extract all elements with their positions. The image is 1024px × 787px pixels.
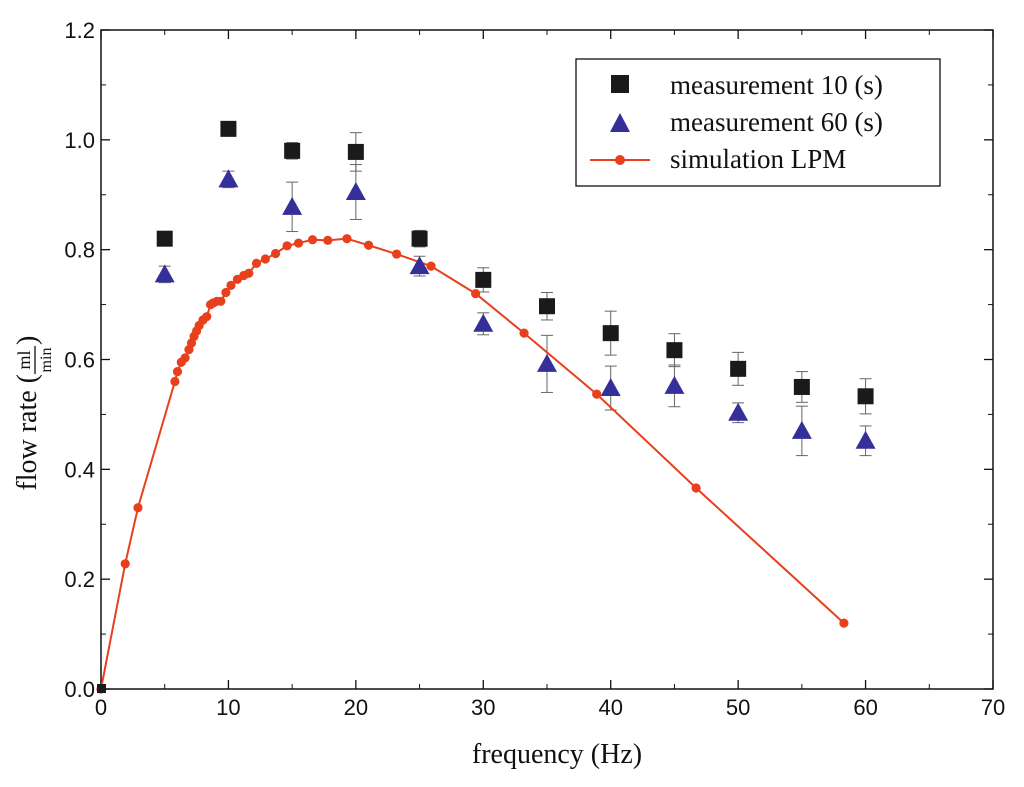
measurement-60s-point bbox=[855, 430, 876, 449]
measurement-60s-point bbox=[218, 169, 239, 188]
x-tick-label: 70 bbox=[981, 695, 1005, 720]
measurement-10s-point bbox=[475, 271, 492, 288]
y-axis-title-suffix: ) bbox=[12, 336, 43, 345]
x-tick-label: 0 bbox=[95, 695, 107, 720]
simulation-point bbox=[293, 238, 304, 248]
measurement-10s-point bbox=[284, 142, 301, 159]
measurement-60s-point bbox=[791, 420, 812, 439]
simulation-point bbox=[133, 503, 143, 513]
simulation-point bbox=[471, 289, 481, 299]
simulation-point bbox=[260, 254, 270, 264]
simulation-point bbox=[226, 280, 236, 290]
y-axis-title-prefix: flow rate ( bbox=[12, 374, 43, 491]
simulation-point bbox=[342, 234, 352, 244]
x-tick-label: 20 bbox=[344, 695, 368, 720]
x-tick-label: 50 bbox=[726, 695, 750, 720]
simulation-point bbox=[364, 240, 374, 250]
measurement-10s-point bbox=[347, 143, 364, 160]
measurement-60s-point bbox=[473, 313, 494, 332]
simulation-point bbox=[592, 389, 602, 399]
y-tick-label: 0.8 bbox=[64, 238, 95, 263]
measurement-60s-point bbox=[345, 182, 366, 201]
measurement-60s-point bbox=[537, 353, 557, 372]
x-tick-label: 60 bbox=[853, 695, 877, 720]
legend-label-measurement-60: measurement 60 (s) bbox=[670, 107, 883, 137]
simulation-point bbox=[221, 287, 231, 298]
simulation-point bbox=[839, 618, 849, 628]
measurement-10s-point bbox=[793, 378, 810, 395]
legend-square-marker bbox=[611, 75, 629, 93]
measurement-10s-point bbox=[602, 325, 619, 342]
measurement-markers bbox=[97, 120, 876, 693]
measurement-10s-point bbox=[156, 230, 173, 247]
measurement-60s-point bbox=[728, 402, 749, 421]
y-tick-label: 0.2 bbox=[64, 567, 95, 592]
measurement-10s-point bbox=[220, 120, 237, 137]
y-axis-title: flow rate ( ml min ) bbox=[12, 336, 55, 491]
measurement-60s-point bbox=[282, 196, 303, 215]
simulation-point bbox=[172, 366, 183, 377]
x-tick-label: 30 bbox=[471, 695, 495, 720]
legend-label-simulation: simulation LPM bbox=[670, 144, 846, 174]
x-tick-label: 10 bbox=[216, 695, 240, 720]
simulation-point bbox=[216, 296, 226, 306]
legend-simulation-dot bbox=[615, 155, 625, 165]
measurement-10s-point bbox=[666, 342, 683, 359]
simulation-series bbox=[96, 234, 849, 694]
simulation-point bbox=[251, 258, 262, 268]
simulation-point bbox=[519, 328, 529, 338]
measurement-60s-point bbox=[409, 256, 430, 275]
simulation-point bbox=[282, 241, 292, 251]
x-tick-label: 40 bbox=[598, 695, 622, 720]
axis-ticks: 0 10 20 30 40 50 60 70 0.0 0.2 0.4 0.6 0.8 1.0 1.2 bbox=[64, 18, 1005, 720]
measurement-10s-point bbox=[411, 230, 428, 247]
legend-label-measurement-10: measurement 10 (s) bbox=[670, 70, 883, 100]
y-tick-label: 0.4 bbox=[64, 457, 95, 482]
simulation-point bbox=[244, 268, 254, 278]
measurement-10s-point bbox=[539, 298, 555, 315]
simulation-point bbox=[180, 353, 190, 363]
legend-triangle-marker bbox=[610, 113, 630, 132]
simulation-point bbox=[170, 376, 180, 387]
measurement-60s-point bbox=[664, 375, 685, 394]
legend-box bbox=[575, 58, 941, 187]
y-tick-label: 0.0 bbox=[64, 677, 95, 702]
measurement-60s-point bbox=[600, 378, 621, 397]
y-axis-unit-numerator: ml bbox=[14, 350, 34, 369]
simulation-point bbox=[120, 559, 130, 569]
simulation-point bbox=[270, 248, 281, 259]
y-axis-unit-denominator: min bbox=[38, 348, 55, 373]
simulation-point bbox=[392, 249, 402, 259]
y-tick-label: 0.6 bbox=[64, 348, 95, 373]
y-tick-label: 1.0 bbox=[64, 128, 95, 153]
simulation-point bbox=[307, 235, 318, 245]
origin-point bbox=[97, 684, 106, 693]
simulation-point bbox=[426, 261, 436, 271]
legend: measurement 10 (s) measurement 60 (s) si… bbox=[575, 58, 941, 187]
y-tick-label: 1.2 bbox=[64, 18, 95, 43]
measurement-10s-point bbox=[730, 360, 747, 377]
measurement-10s-point bbox=[857, 388, 874, 405]
measurement-60s-point bbox=[154, 264, 175, 283]
simulation-point bbox=[323, 235, 333, 245]
simulation-point bbox=[691, 483, 701, 493]
x-axis-title: frequency (Hz) bbox=[472, 739, 642, 770]
simulation-point bbox=[202, 312, 212, 322]
